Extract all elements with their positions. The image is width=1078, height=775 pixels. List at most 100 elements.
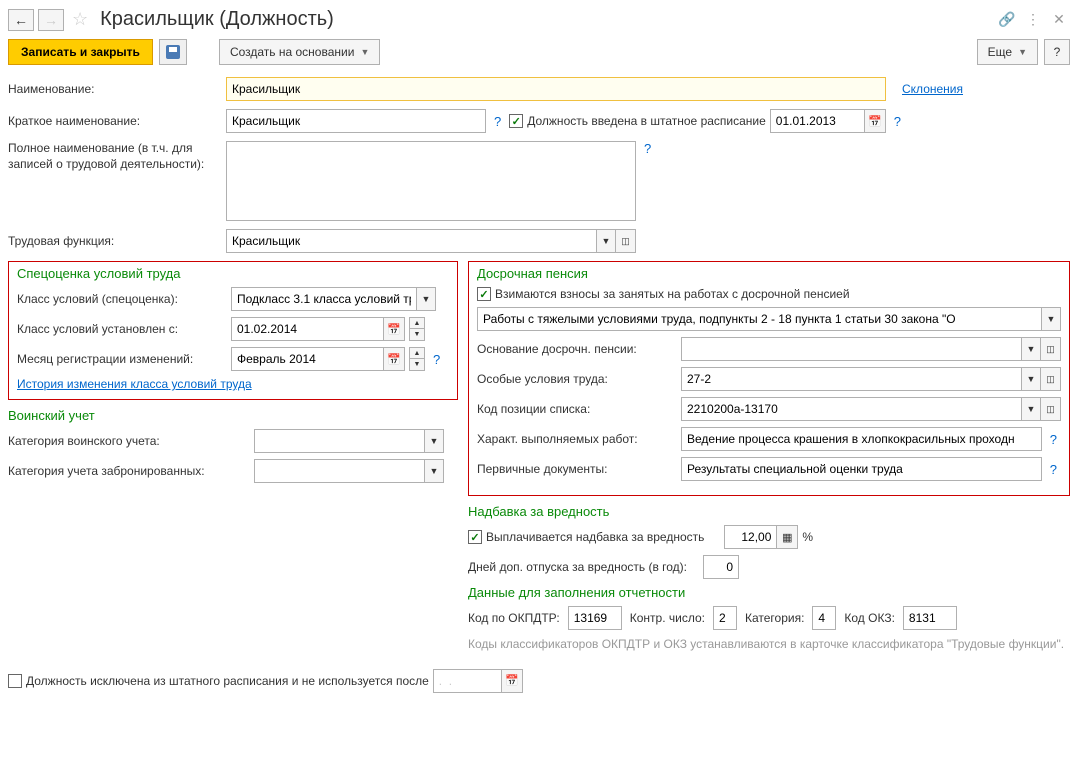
basis-label: Основание досрочн. пенсии: [477, 342, 677, 356]
favorite-icon[interactable]: ☆ [72, 9, 88, 30]
okz-input[interactable] [903, 606, 957, 630]
help-icon[interactable]: ? [433, 352, 440, 367]
mil-booked-input[interactable] [254, 459, 424, 483]
report-hint: Коды классификаторов ОКПДТР и ОКЗ устана… [468, 636, 1070, 653]
fees-checkbox[interactable]: ✓ [477, 287, 491, 301]
dropdown-icon[interactable]: ▼ [424, 459, 444, 483]
class-input[interactable] [231, 287, 416, 311]
primary-docs-input[interactable] [681, 457, 1042, 481]
dropdown-icon[interactable]: ▼ [424, 429, 444, 453]
excluded-date-input[interactable] [433, 669, 501, 693]
spec-title: Спецоценка условий труда [17, 266, 449, 281]
okz-label: Код ОКЗ: [844, 611, 895, 625]
more-menu-icon[interactable]: ⋮ [1022, 9, 1044, 31]
pension-type-input[interactable] [477, 307, 1041, 331]
class-label: Класс условий (спецоценка): [17, 292, 227, 306]
chevron-down-icon: ▼ [360, 47, 369, 57]
special-input[interactable] [681, 367, 1021, 391]
nav-back-button[interactable]: ← [8, 9, 34, 31]
help-icon[interactable]: ? [644, 141, 651, 156]
code-input[interactable] [681, 397, 1021, 421]
open-icon[interactable]: ◫ [1041, 367, 1061, 391]
link-icon[interactable]: 🔗 [996, 9, 1018, 31]
help-icon[interactable]: ? [1050, 432, 1057, 447]
nav-forward-button[interactable]: → [38, 9, 64, 31]
work-char-input[interactable] [681, 427, 1042, 451]
labor-func-input[interactable] [226, 229, 596, 253]
basis-input[interactable] [681, 337, 1021, 361]
calendar-icon[interactable]: 📅 [501, 669, 523, 693]
hazard-title: Надбавка за вредность [468, 504, 1070, 519]
history-link[interactable]: История изменения класса условий труда [17, 377, 252, 391]
open-icon[interactable]: ◫ [616, 229, 636, 253]
spin-up[interactable]: ▲ [409, 317, 425, 329]
vacation-input[interactable] [703, 555, 739, 579]
mil-booked-label: Категория учета забронированных: [8, 464, 250, 478]
chevron-down-icon: ▼ [1018, 47, 1027, 57]
in-staff-date-input[interactable] [770, 109, 864, 133]
mil-category-label: Категория воинского учета: [8, 434, 250, 448]
spin-up[interactable]: ▲ [409, 347, 425, 359]
control-input[interactable] [713, 606, 737, 630]
dropdown-icon[interactable]: ▼ [1041, 307, 1061, 331]
close-icon[interactable]: ✕ [1048, 9, 1070, 31]
hazard-paid-label: Выплачивается надбавка за вредность [486, 530, 704, 544]
more-button[interactable]: Еще ▼ [977, 39, 1038, 65]
short-name-input[interactable] [226, 109, 486, 133]
category-label: Категория: [745, 611, 804, 625]
help-icon[interactable]: ? [494, 114, 501, 129]
dropdown-icon[interactable]: ▼ [1021, 397, 1041, 421]
save-button[interactable] [159, 39, 187, 65]
page-title: Красильщик (Должность) [100, 8, 334, 31]
help-button[interactable]: ? [1044, 39, 1070, 65]
open-icon[interactable]: ◫ [1041, 397, 1061, 421]
report-title: Данные для заполнения отчетности [468, 585, 1070, 600]
percent-label: % [802, 530, 813, 544]
hazard-value-input[interactable] [724, 525, 776, 549]
military-title: Воинский учет [8, 408, 458, 423]
excluded-checkbox[interactable] [8, 674, 22, 688]
dropdown-icon[interactable]: ▼ [1021, 337, 1041, 361]
dropdown-icon[interactable]: ▼ [596, 229, 616, 253]
calendar-icon[interactable]: 📅 [864, 109, 886, 133]
in-staff-checkbox[interactable]: ✓ [509, 114, 523, 128]
class-from-label: Класс условий установлен с: [17, 322, 227, 336]
calendar-icon[interactable]: 📅 [383, 347, 405, 371]
early-pension-group: Досрочная пенсия ✓ Взимаются взносы за з… [468, 261, 1070, 496]
code-label: Код позиции списка: [477, 402, 677, 416]
primary-docs-label: Первичные документы: [477, 462, 677, 476]
mil-category-input[interactable] [254, 429, 424, 453]
calendar-icon[interactable]: 📅 [383, 317, 405, 341]
open-icon[interactable]: ◫ [1041, 337, 1061, 361]
calc-icon[interactable]: ▦ [776, 525, 798, 549]
hazard-paid-checkbox[interactable]: ✓ [468, 530, 482, 544]
class-from-input[interactable] [231, 317, 383, 341]
special-label: Особые условия труда: [477, 372, 677, 386]
full-name-textarea[interactable] [226, 141, 636, 221]
control-label: Контр. число: [630, 611, 705, 625]
category-input[interactable] [812, 606, 836, 630]
okpdtr-label: Код по ОКПДТР: [468, 611, 560, 625]
name-input[interactable] [226, 77, 886, 101]
spin-down[interactable]: ▼ [409, 359, 425, 371]
fees-label: Взимаются взносы за занятых на работах с… [495, 287, 850, 301]
spin-down[interactable]: ▼ [409, 329, 425, 341]
vacation-label: Дней доп. отпуска за вредность (в год): [468, 560, 687, 574]
excluded-label: Должность исключена из штатного расписан… [26, 674, 429, 688]
labor-func-label: Трудовая функция: [8, 234, 222, 248]
full-name-label: Полное наименование (в т.ч. для записей … [8, 141, 222, 172]
help-icon[interactable]: ? [1050, 462, 1057, 477]
save-close-button[interactable]: Записать и закрыть [8, 39, 153, 65]
help-icon[interactable]: ? [894, 114, 901, 129]
reg-month-input[interactable] [231, 347, 383, 371]
short-name-label: Краткое наименование: [8, 114, 222, 128]
create-based-on-button[interactable]: Создать на основании ▼ [219, 39, 380, 65]
in-staff-label: Должность введена в штатное расписание [527, 114, 766, 128]
okpdtr-input[interactable] [568, 606, 622, 630]
name-label: Наименование: [8, 82, 222, 96]
spec-assessment-group: Спецоценка условий труда Класс условий (… [8, 261, 458, 400]
dropdown-icon[interactable]: ▼ [416, 287, 436, 311]
dropdown-icon[interactable]: ▼ [1021, 367, 1041, 391]
declensions-link[interactable]: Склонения [902, 82, 963, 96]
reg-month-label: Месяц регистрации изменений: [17, 352, 227, 366]
